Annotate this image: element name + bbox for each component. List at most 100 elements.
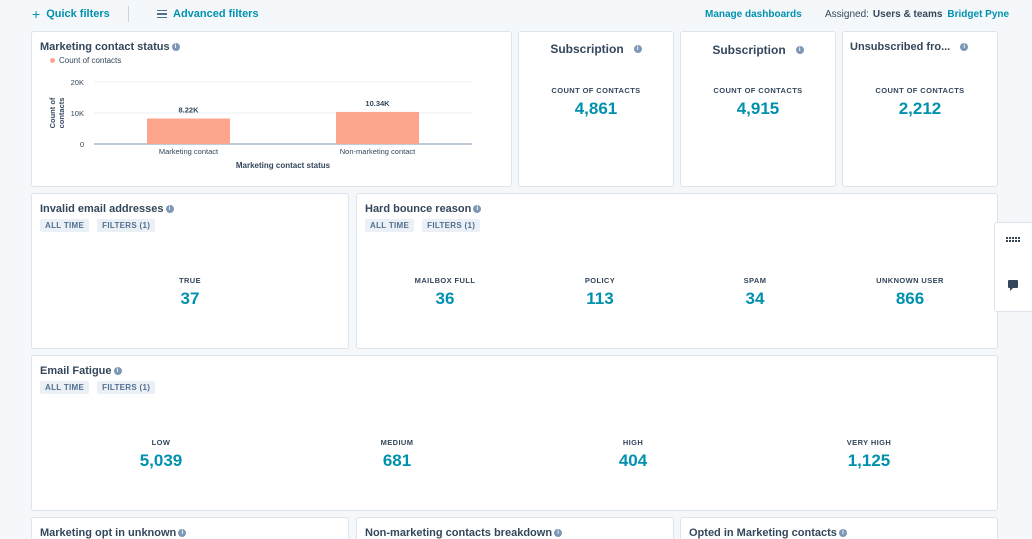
metric: SPAM 34 bbox=[705, 276, 805, 309]
metric-label: MEDIUM bbox=[380, 438, 414, 447]
metric-label: MAILBOX FULL bbox=[414, 276, 476, 285]
metric: COUNT OF CONTACTS 2,212 bbox=[843, 86, 997, 119]
metric: COUNT OF CONTACTS 4,861 bbox=[519, 86, 673, 119]
toolbar-divider bbox=[128, 6, 129, 22]
apps-grid-icon[interactable] bbox=[1006, 237, 1020, 242]
metric: MAILBOX FULL 36 bbox=[395, 276, 495, 309]
metric-value[interactable]: 36 bbox=[435, 289, 455, 308]
metric-label: COUNT OF CONTACTS bbox=[713, 86, 803, 95]
marketing-contact-status-card[interactable]: Marketing contact status i Count of conta… bbox=[31, 31, 512, 187]
card-title: Email Fatigue i bbox=[40, 365, 122, 377]
card-title: Subscription i bbox=[519, 42, 673, 56]
card-title: Hard bounce reason i bbox=[365, 203, 482, 215]
metric-label: POLICY bbox=[584, 276, 616, 285]
y-tick-label: 20K bbox=[71, 78, 84, 87]
metric-value[interactable]: 681 bbox=[382, 451, 412, 470]
assigned-user-link[interactable]: Bridget Pyne bbox=[947, 9, 1010, 20]
bar-data-label: 8.22K bbox=[178, 106, 199, 115]
assigned-info: Assigned: Users & teams Bridget Pyne bbox=[825, 9, 1009, 20]
metric-label: TRUE bbox=[178, 276, 202, 285]
side-tools-panel bbox=[994, 222, 1032, 312]
metric-label: LOW bbox=[151, 438, 171, 447]
card-title-text: Subscription bbox=[712, 43, 786, 57]
info-icon[interactable]: i bbox=[473, 205, 482, 213]
manage-dashboards-link[interactable]: Manage dashboards bbox=[705, 9, 802, 20]
opted-in-marketing-card[interactable]: Opted in Marketing contacts i bbox=[680, 517, 998, 539]
marketing-opt-in-unknown-card[interactable]: Marketing opt in unknown i bbox=[31, 517, 349, 539]
card-title-text: Subscription bbox=[550, 42, 624, 56]
metric: MEDIUM 681 bbox=[347, 438, 447, 471]
card-title: Unsubscribed fro... i bbox=[850, 41, 969, 53]
info-icon[interactable]: i bbox=[795, 46, 804, 54]
metric-value[interactable]: 37 bbox=[180, 289, 200, 308]
subscription-card-1[interactable]: Subscription i COUNT OF CONTACTS 4,861 bbox=[518, 31, 674, 187]
card-title-text: Invalid email addresses bbox=[40, 203, 164, 215]
legend-label: Count of contacts bbox=[59, 56, 122, 65]
unsubscribed-card[interactable]: Unsubscribed fro... i COUNT OF CONTACTS 2… bbox=[842, 31, 998, 187]
info-icon[interactable]: i bbox=[178, 529, 187, 537]
metric-label: UNKNOWN USER bbox=[876, 276, 944, 285]
metric: POLICY 113 bbox=[550, 276, 650, 309]
info-icon[interactable]: i bbox=[171, 43, 180, 51]
tag-all-time[interactable]: ALL TIME bbox=[40, 219, 90, 232]
tag-filters[interactable]: FILTERS (1) bbox=[422, 219, 481, 232]
x-tick-label: Marketing contact bbox=[159, 147, 219, 156]
metric: TRUE 37 bbox=[32, 276, 348, 309]
metric-value[interactable]: 4,861 bbox=[574, 99, 618, 118]
tag-all-time[interactable]: ALL TIME bbox=[365, 219, 415, 232]
metric-label: COUNT OF CONTACTS bbox=[551, 86, 641, 95]
card-title: Subscription i bbox=[681, 43, 835, 57]
metric-value[interactable]: 1,125 bbox=[847, 451, 891, 470]
x-axis-title: Marketing contact status bbox=[236, 161, 331, 170]
filter-tags: ALL TIME FILTERS (1) bbox=[40, 381, 156, 394]
advanced-filters-button[interactable]: Advanced filters bbox=[157, 8, 259, 20]
card-title: Invalid email addresses i bbox=[40, 203, 174, 215]
metric-value[interactable]: 5,039 bbox=[139, 451, 183, 470]
card-title: Opted in Marketing contacts i bbox=[689, 527, 847, 539]
card-title-text: Non-marketing contacts breakdown bbox=[365, 527, 553, 539]
metric-label: VERY HIGH bbox=[846, 438, 892, 447]
metric-value[interactable]: 404 bbox=[618, 451, 648, 470]
plus-icon: + bbox=[32, 5, 41, 22]
hard-bounce-card[interactable]: Hard bounce reason i ALL TIME FILTERS (1)… bbox=[356, 193, 998, 349]
card-title-text: Marketing contact status bbox=[40, 41, 170, 53]
card-title-text: Opted in Marketing contacts bbox=[689, 527, 837, 539]
non-marketing-breakdown-card[interactable]: Non-marketing contacts breakdown i bbox=[356, 517, 674, 539]
tag-filters[interactable]: FILTERS (1) bbox=[97, 381, 156, 394]
metric-value[interactable]: 113 bbox=[586, 289, 614, 308]
tag-all-time[interactable]: ALL TIME bbox=[40, 381, 90, 394]
y-tick-label: 0 bbox=[80, 140, 84, 149]
assigned-value[interactable]: Users & teams bbox=[872, 9, 943, 20]
y-axis-title-line-1: Count of bbox=[48, 97, 57, 128]
info-icon[interactable]: i bbox=[554, 529, 563, 537]
x-tick-label: Non-marketing contact bbox=[340, 147, 416, 156]
metric-value[interactable]: 866 bbox=[895, 289, 925, 308]
sliders-icon bbox=[157, 9, 167, 19]
bar-data-label: 10.34K bbox=[365, 99, 390, 108]
assigned-label: Assigned: bbox=[825, 9, 869, 20]
metric-label: HIGH bbox=[622, 438, 644, 447]
metric-label: SPAM bbox=[743, 276, 767, 285]
info-icon[interactable]: i bbox=[165, 205, 174, 213]
invalid-email-card[interactable]: Invalid email addresses i ALL TIME FILTER… bbox=[31, 193, 349, 349]
quick-filters-label: Quick filters bbox=[46, 8, 110, 20]
chat-icon[interactable] bbox=[1008, 280, 1018, 291]
card-title-text: Hard bounce reason bbox=[365, 203, 472, 215]
y-axis-title-line-2: contacts bbox=[57, 98, 66, 129]
info-icon[interactable]: i bbox=[113, 367, 122, 375]
tag-filters[interactable]: FILTERS (1) bbox=[97, 219, 156, 232]
card-title: Marketing contact status i bbox=[40, 41, 180, 53]
info-icon[interactable]: i bbox=[838, 529, 847, 537]
card-title-text: Marketing opt in unknown bbox=[40, 527, 177, 539]
filter-bar: + Quick filters Advanced filters Manage … bbox=[0, 0, 1032, 30]
email-fatigue-card[interactable]: Email Fatigue i ALL TIME FILTERS (1) LOW … bbox=[31, 355, 998, 511]
marketing-status-chart: 0 10K 20K 8.22K Marketing contact 10.34K Non-m… bbox=[48, 78, 472, 170]
metric-value[interactable]: 34 bbox=[745, 289, 765, 308]
quick-filters-button[interactable]: + Quick filters bbox=[32, 5, 110, 22]
info-icon[interactable]: i bbox=[960, 43, 969, 51]
info-icon[interactable]: i bbox=[633, 45, 642, 53]
metric-value[interactable]: 4,915 bbox=[736, 99, 780, 118]
subscription-card-2[interactable]: Subscription i COUNT OF CONTACTS 4,915 bbox=[680, 31, 836, 187]
legend-swatch bbox=[50, 58, 55, 63]
metric-value[interactable]: 2,212 bbox=[898, 99, 942, 118]
